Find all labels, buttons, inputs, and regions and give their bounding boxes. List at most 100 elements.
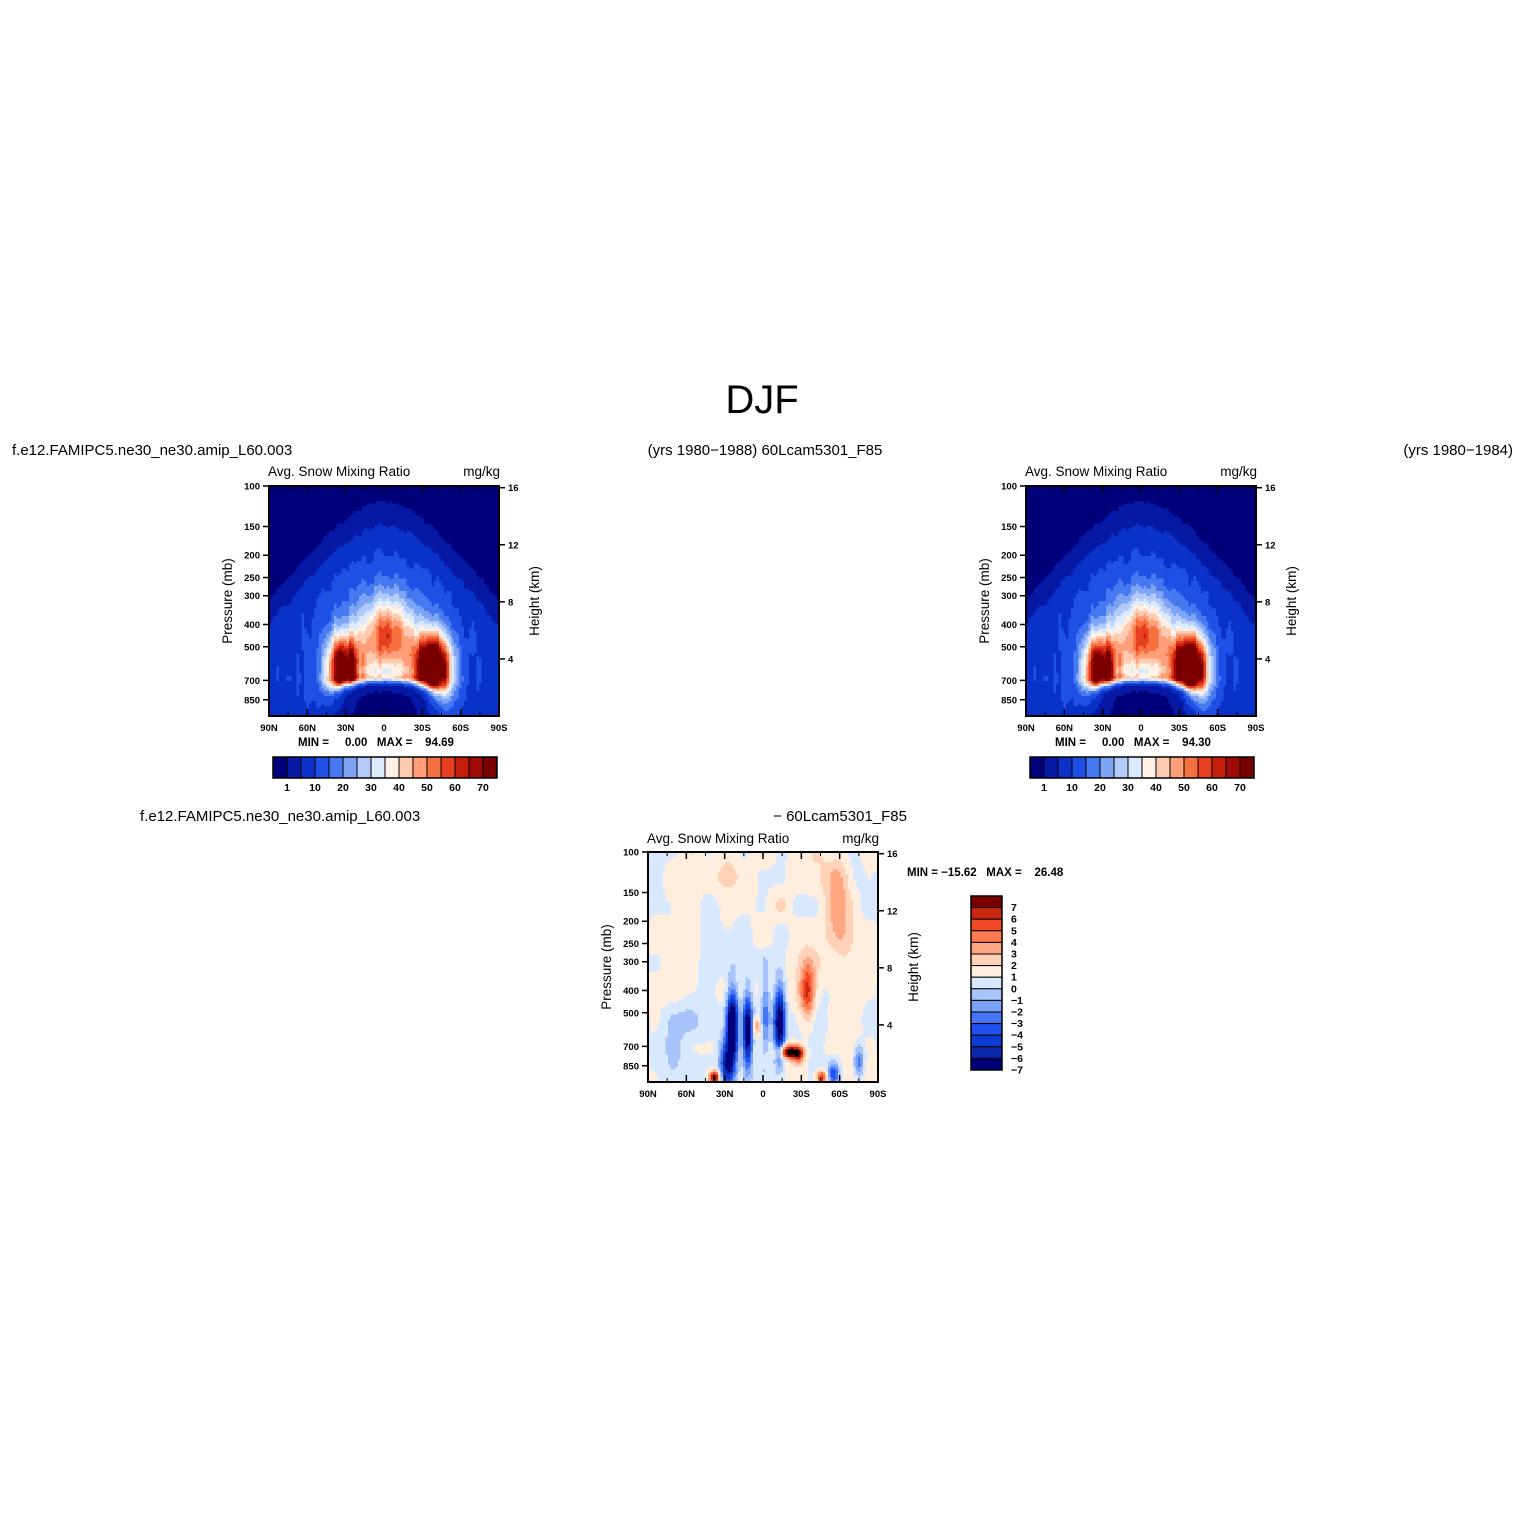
field-cell <box>815 972 819 976</box>
field-cell <box>309 706 318 710</box>
field-cell <box>391 638 403 642</box>
field-cell <box>334 668 338 672</box>
field-cell <box>715 984 727 988</box>
field-cell <box>1233 631 1256 635</box>
field-cell <box>760 1034 764 1038</box>
field-cell <box>775 1017 779 1021</box>
field-cell <box>1073 606 1092 610</box>
field-cell <box>1168 678 1172 682</box>
field-cell <box>843 862 852 866</box>
field-cell <box>1133 601 1150 605</box>
field-cell <box>1033 613 1060 617</box>
field-cell <box>1083 683 1087 687</box>
field-cell <box>813 1004 817 1008</box>
field-cell <box>713 1049 719 1053</box>
field-cell <box>289 576 310 580</box>
field-cell <box>648 1007 664 1011</box>
field-cell <box>1106 596 1117 600</box>
field-cell <box>1148 651 1170 655</box>
field-cell <box>354 588 358 592</box>
field-cell <box>828 1019 862 1023</box>
field-cell <box>1216 671 1220 675</box>
field-cell <box>753 1007 757 1011</box>
field-cell <box>401 678 405 682</box>
field-cell <box>1171 676 1175 680</box>
field-cell <box>660 962 699 966</box>
field-cell <box>411 648 418 652</box>
field-cell <box>648 929 702 933</box>
field-cell <box>414 661 418 665</box>
field-cell <box>446 646 450 650</box>
field-cell <box>1058 678 1062 682</box>
field-cell <box>1133 621 1137 625</box>
field-cell <box>1133 548 1140 552</box>
field-cell <box>389 526 398 530</box>
field-cell <box>665 867 722 871</box>
field-cell <box>650 1029 657 1033</box>
field-cell <box>795 1017 804 1021</box>
field-cell <box>414 671 418 675</box>
field-cell <box>269 538 323 542</box>
x-tick-label: 30S <box>414 723 431 734</box>
field-cell <box>1193 683 1197 687</box>
field-cell <box>728 1017 737 1021</box>
field-cell <box>735 999 739 1003</box>
field-cell <box>1028 618 1060 622</box>
field-cell <box>728 1032 737 1036</box>
field-cell <box>316 598 350 602</box>
field-cell <box>354 511 415 515</box>
field-cell <box>356 601 373 605</box>
field-cell <box>1121 671 1125 675</box>
field-cell <box>750 914 797 918</box>
field-cell <box>449 628 455 632</box>
field-cell <box>389 646 403 650</box>
field-cell <box>1208 621 1220 625</box>
field-cell <box>366 658 380 662</box>
field-cell <box>740 852 752 856</box>
field-cell <box>401 603 408 607</box>
field-cell <box>304 656 318 660</box>
field-cell <box>419 628 440 632</box>
field-cell <box>1158 641 1177 645</box>
field-cell <box>411 673 415 677</box>
field-cell <box>419 676 448 680</box>
field-cell <box>1026 553 1067 557</box>
field-cell <box>755 1032 759 1036</box>
field-cell <box>720 919 737 923</box>
field-cell <box>725 1039 729 1043</box>
field-cell <box>800 1012 807 1016</box>
field-cell <box>818 899 827 903</box>
field-cell <box>1118 581 1125 585</box>
field-cell <box>1216 553 1256 557</box>
field-cell <box>336 628 340 632</box>
field-cell <box>461 556 499 560</box>
field-cell <box>466 696 499 700</box>
field-cell <box>359 666 365 670</box>
field-cell <box>795 1014 804 1018</box>
field-cell <box>314 611 333 615</box>
field-cell <box>1238 601 1256 605</box>
field-cell <box>785 867 822 871</box>
field-cell <box>476 636 499 640</box>
field-cell <box>1113 561 1125 565</box>
field-cell <box>1186 568 1210 572</box>
field-cell <box>828 1017 862 1021</box>
field-cell <box>650 922 702 926</box>
field-cell <box>379 603 383 607</box>
field-cell <box>1136 583 1140 587</box>
field-cell <box>730 927 752 931</box>
field-cell <box>304 686 320 690</box>
field-cell <box>436 708 445 712</box>
field-cell <box>733 982 739 986</box>
field-cell <box>464 636 470 640</box>
field-cell <box>441 636 445 640</box>
field-cell <box>431 613 435 617</box>
field-cell <box>334 638 340 642</box>
field-cell <box>351 561 355 565</box>
field-cell <box>444 651 448 655</box>
field-cell <box>316 676 320 680</box>
field-cell <box>683 1037 722 1041</box>
field-cell <box>773 1007 777 1011</box>
field-cell <box>341 688 345 692</box>
field-cell <box>1201 651 1205 655</box>
